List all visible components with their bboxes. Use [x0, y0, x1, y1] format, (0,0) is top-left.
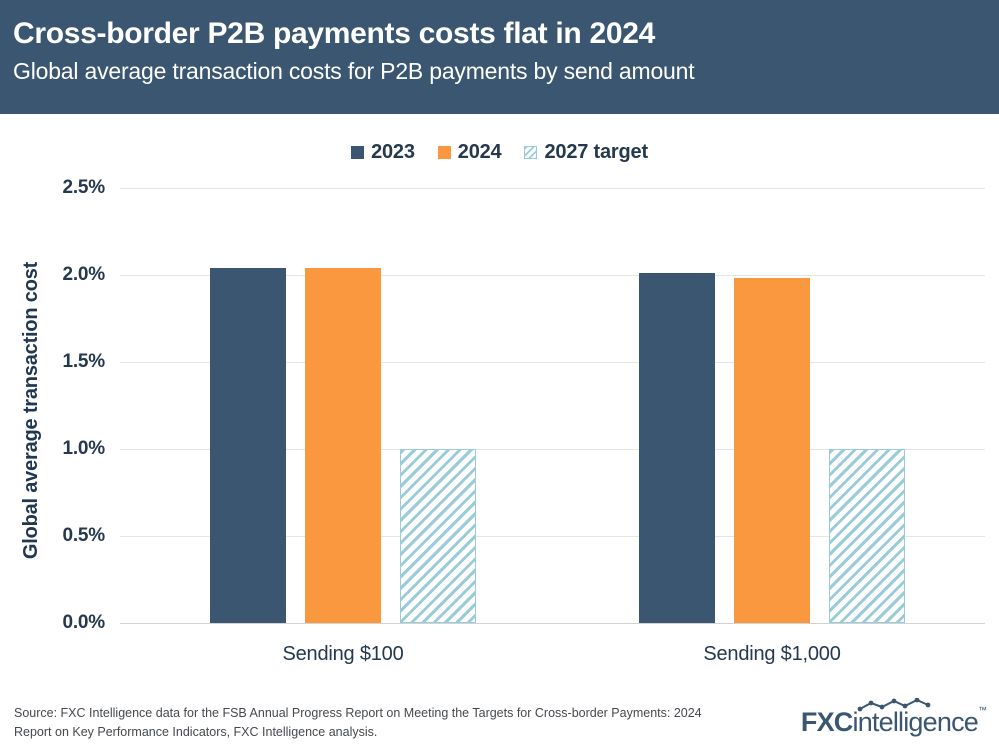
logo-text: FXCintelligence™	[800, 705, 987, 737]
bar-2023-sending-100	[210, 268, 286, 623]
bar-chart: 2023 2024 2027 target Global average trans…	[0, 114, 999, 690]
source-line-2: Report on Key Performance Indicators, FX…	[14, 724, 378, 739]
gridline	[120, 275, 985, 276]
logo-sparkline-icon	[857, 698, 931, 712]
fxc-intelligence-logo: FXCintelligence™	[800, 698, 987, 737]
y-tick-label: 2.5%	[62, 177, 105, 198]
bar-2027-target-sending-1-000	[829, 449, 905, 623]
legend-label: 2023	[371, 140, 415, 163]
legend-swatch-icon	[351, 145, 365, 159]
footer: Source: FXC Intelligence data for the FS…	[0, 690, 999, 749]
gridline	[120, 449, 985, 450]
y-tick-label: 2.0%	[62, 264, 105, 285]
bar-2027-target-sending-100	[400, 449, 476, 623]
chart-legend: 2023 2024 2027 target	[0, 140, 999, 164]
y-tick-label: 0.0%	[62, 612, 105, 633]
bar-2024-sending-100	[305, 268, 381, 623]
legend-label: 2024	[457, 140, 502, 163]
bar-2024-sending-1-000	[734, 278, 810, 623]
gridline	[120, 362, 985, 363]
trademark-symbol: ™	[978, 705, 987, 715]
x-axis-line	[120, 623, 985, 624]
legend-item-2027-target: 2027 target	[524, 140, 648, 164]
header-band: Cross-border P2B payments costs flat in …	[0, 0, 999, 114]
source-note: Source: FXC Intelligence data for the FS…	[14, 704, 784, 742]
legend-label: 2027 target	[544, 140, 648, 163]
page-subtitle: Global average transaction costs for P2B…	[13, 57, 695, 84]
y-tick-label: 0.5%	[62, 525, 105, 546]
gridline	[120, 536, 985, 537]
legend-item-2024: 2024	[437, 140, 502, 164]
legend-swatch-icon	[524, 145, 538, 159]
legend-item-2023: 2023	[351, 141, 415, 164]
y-tick-label: 1.5%	[62, 351, 105, 372]
bar-2023-sending-1-000	[639, 273, 715, 623]
page-title: Cross-border P2B payments costs flat in …	[13, 17, 656, 50]
x-category-label: Sending $1,000	[703, 643, 841, 665]
y-tick-label: 1.0%	[62, 438, 105, 459]
gridline	[120, 188, 985, 189]
x-category-label: Sending $100	[282, 643, 404, 665]
y-axis-title: Global average transaction cost	[20, 261, 43, 559]
legend-swatch-icon	[437, 145, 451, 159]
source-line-1: Source: FXC Intelligence data for the FS…	[14, 706, 702, 720]
